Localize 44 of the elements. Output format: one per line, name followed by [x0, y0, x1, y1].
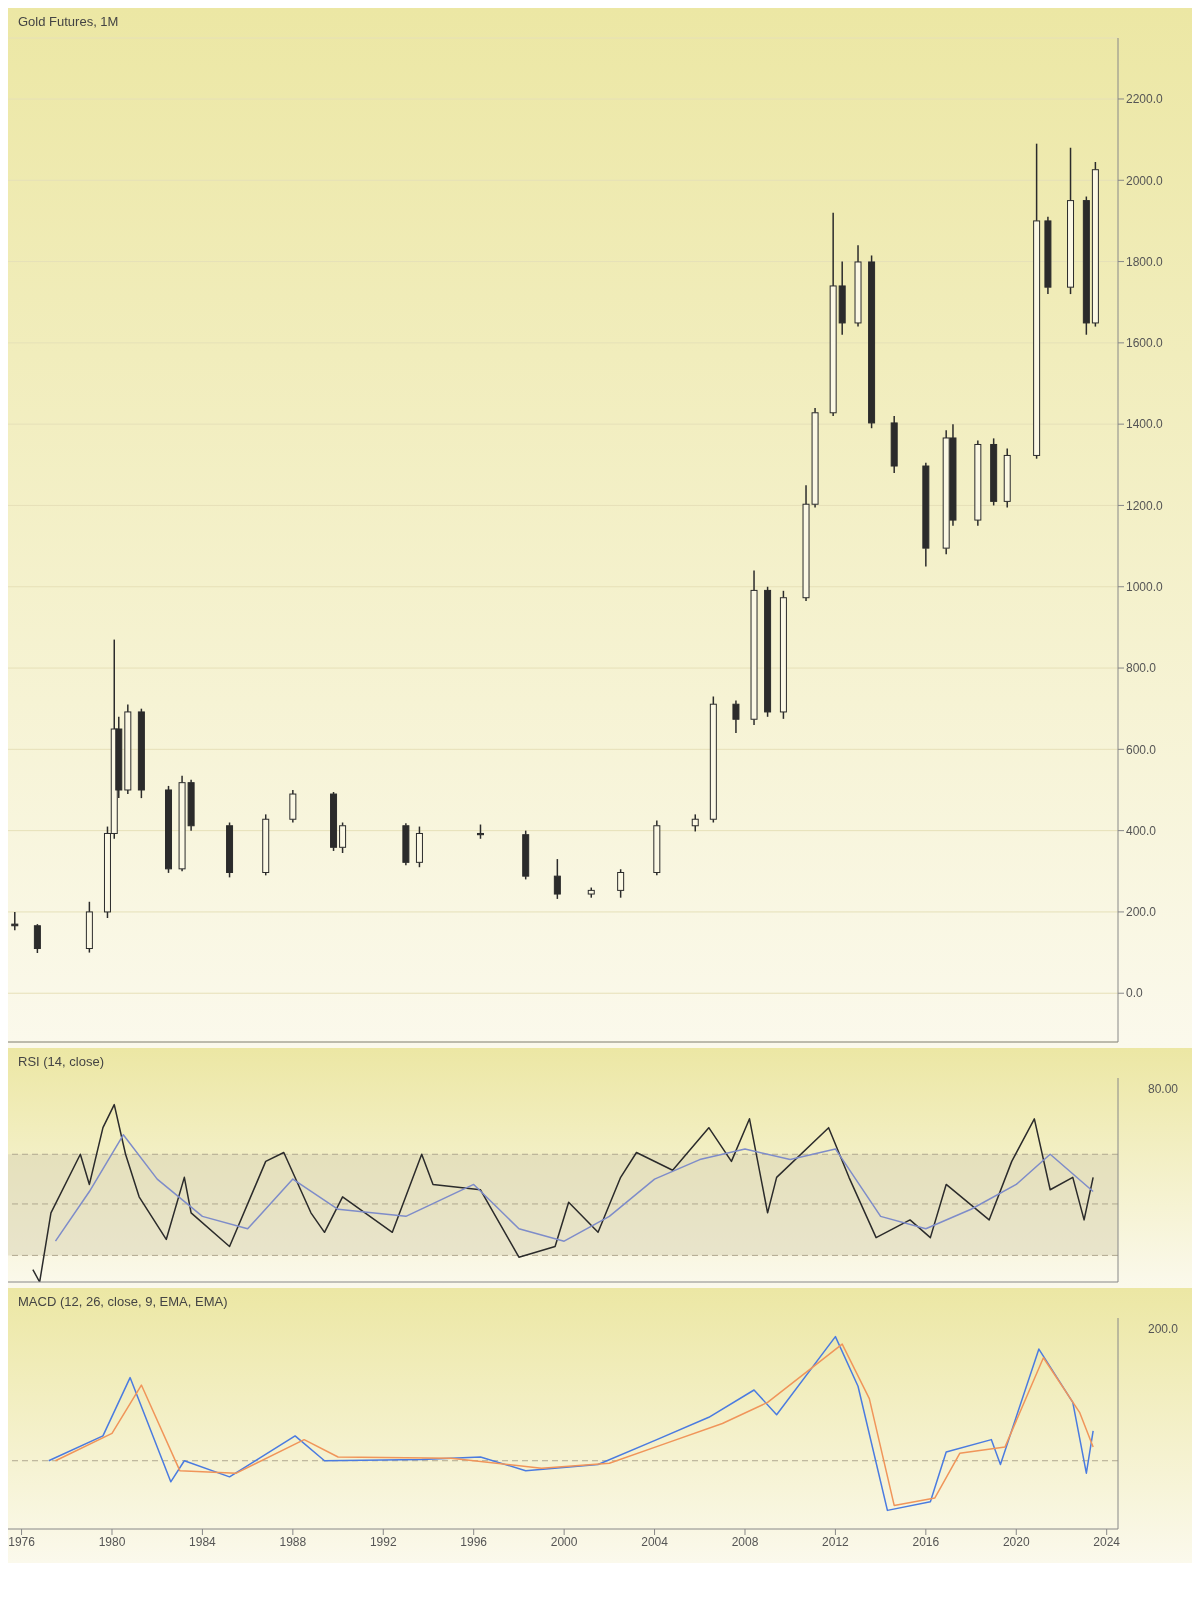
candlestick: [289, 789, 297, 824]
candlestick: [890, 415, 898, 474]
y-tick-label: 2200.0: [1126, 92, 1164, 107]
chart-title: Gold Futures, 1M: [18, 14, 119, 29]
candlestick: [974, 439, 982, 527]
candlestick: [1003, 447, 1011, 509]
x-tick-label: 1984: [189, 1534, 217, 1549]
x-tick-label: 1976: [8, 1534, 36, 1549]
candlestick: [829, 212, 837, 417]
x-tick-label: 1988: [279, 1534, 307, 1549]
candlestick: [1044, 216, 1052, 295]
candlestick: [732, 699, 740, 734]
x-tick-label: 2004: [641, 1534, 669, 1549]
y-tick-label: 400.0: [1126, 823, 1157, 838]
text: 200.0: [1147, 1322, 1178, 1336]
y-tick-label: 1000.0: [1126, 580, 1164, 594]
y-tick-label: 1200.0: [1126, 498, 1164, 513]
y-tick-label: 1600.0: [1126, 336, 1164, 351]
candlestick: [838, 260, 846, 336]
candlestick: [402, 822, 410, 866]
y-tick-label: 600.0: [1126, 742, 1157, 757]
x-tick-label: 2008: [731, 1534, 759, 1549]
candlestick: [653, 819, 661, 877]
chart-title: MACD (12, 26, close, 9, EMA, EMA): [18, 1294, 228, 1309]
y-tick-label: 800.0: [1126, 661, 1157, 676]
y-tick-label: 2000.0: [1126, 173, 1164, 188]
chart-title: RSI (14, close): [18, 1054, 104, 1069]
x-tick-label: 2000: [550, 1534, 578, 1549]
y-tick-label: 0.0: [1126, 986, 1144, 1001]
x-tick-label: 2020: [1002, 1534, 1030, 1549]
x-tick-label: 1996: [460, 1534, 488, 1549]
y-tick-label: 1400.0: [1126, 417, 1164, 432]
x-tick-label: 1992: [369, 1534, 397, 1549]
x-tick-label: 2016: [912, 1534, 940, 1549]
candlestick: [854, 244, 862, 328]
y-tick-label: 200.0: [1126, 905, 1157, 920]
candlestick: [124, 703, 132, 795]
candlestick: [750, 569, 758, 726]
text: 80.00: [1147, 1082, 1178, 1096]
x-tick-label: 2012: [822, 1534, 850, 1549]
y-tick-label: 1800.0: [1126, 254, 1164, 269]
x-tick-label: 2024: [1093, 1534, 1121, 1549]
candlestick: [11, 911, 19, 931]
x-tick-label: 1980: [98, 1534, 126, 1549]
